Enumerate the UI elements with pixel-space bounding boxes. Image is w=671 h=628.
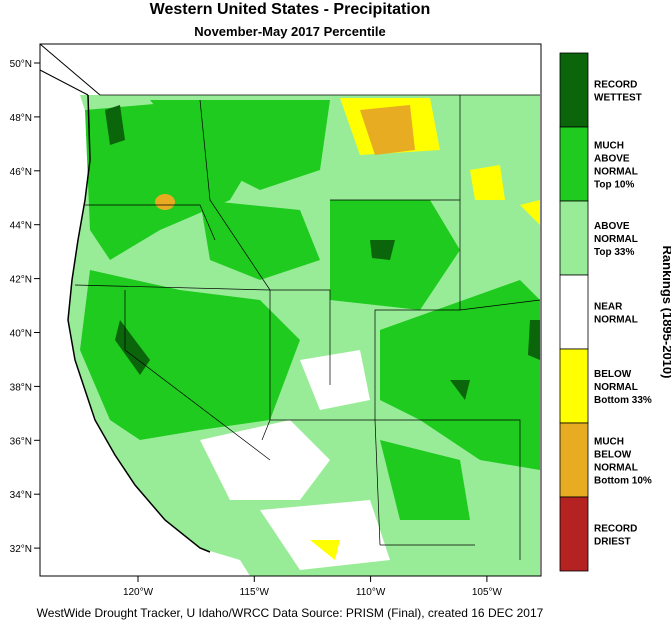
legend-swatch <box>559 52 589 128</box>
legend-swatch <box>559 200 589 276</box>
legend-title: Rankings (1895-2010) <box>660 246 671 379</box>
title: Western United States - Precipitation <box>150 1 431 18</box>
legend-label: BELOW <box>594 450 632 461</box>
lat-label: 34°N <box>10 490 32 501</box>
legend-label: NORMAL <box>594 463 638 474</box>
legend-label: RECORD <box>594 524 637 535</box>
legend: RECORD WETTEST MUCH ABOVE NORMAL Top 10% ABOVE… <box>559 52 652 572</box>
legend-label: Bottom 10% <box>594 476 652 487</box>
legend-label: NORMAL <box>594 382 638 393</box>
lat-label: 48°N <box>10 113 32 124</box>
lat-label: 50°N <box>10 59 32 70</box>
legend-label: NORMAL <box>594 315 638 326</box>
lon-label: 110°W <box>356 587 386 598</box>
lat-label: 36°N <box>10 436 32 447</box>
legend-label: NEAR <box>594 302 623 313</box>
legend-label: Top 33% <box>594 247 634 258</box>
legend-label: BELOW <box>594 369 632 380</box>
legend-label: NORMAL <box>594 234 638 245</box>
lon-label: 120°W <box>123 587 154 598</box>
lat-label: 44°N <box>10 221 32 232</box>
legend-label: Bottom 33% <box>594 395 652 406</box>
legend-label: NORMAL <box>594 167 638 178</box>
legend-swatch <box>559 274 589 350</box>
lat-label: 42°N <box>10 275 32 286</box>
lat-label: 46°N <box>10 167 32 178</box>
legend-swatch <box>559 422 589 498</box>
legend-label: MUCH <box>594 437 624 448</box>
map <box>39 43 542 577</box>
lon-label: 115°W <box>240 587 270 598</box>
lat-label: 32°N <box>10 544 32 555</box>
legend-label: RECORD <box>594 80 637 91</box>
legend-swatch <box>559 348 589 424</box>
legend-label: MUCH <box>594 141 624 152</box>
subtitle: November-May 2017 Percentile <box>194 24 385 39</box>
legend-label: DRIEST <box>594 537 631 548</box>
lat-label: 38°N <box>10 382 32 393</box>
lat-label: 40°N <box>10 329 32 340</box>
footer: WestWide Drought Tracker, U Idaho/WRCC D… <box>37 606 544 620</box>
legend-label: ABOVE <box>594 221 630 232</box>
legend-swatch <box>559 126 589 202</box>
legend-swatch <box>559 496 589 572</box>
lon-label: 105°W <box>472 587 503 598</box>
legend-label: ABOVE <box>594 154 630 165</box>
longitude-labels: 120°W 115°W 110°W 105°W <box>123 576 503 598</box>
latitude-labels: 50°N 48°N 46°N 44°N 42°N 40°N 38°N 36°N 34°N 32°N <box>10 59 40 555</box>
legend-label: Top 10% <box>594 180 634 191</box>
legend-label: WETTEST <box>594 93 642 104</box>
